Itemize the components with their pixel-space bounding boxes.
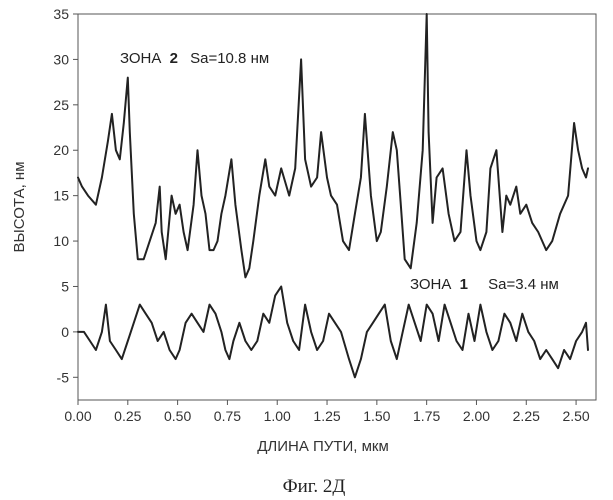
series-annotation-zone1-label: ЗОНА xyxy=(410,276,451,293)
y-tick-label: 5 xyxy=(61,278,69,294)
y-tick-label: 0 xyxy=(61,324,69,340)
y-tick-label: 15 xyxy=(53,188,69,204)
x-tick-label: 0.25 xyxy=(114,408,141,424)
x-tick-label: 2.50 xyxy=(562,408,589,424)
series-annotation-zone2-label: ЗОНА xyxy=(120,50,161,67)
series-line-zone1 xyxy=(78,287,588,378)
y-axis: -5 0 5 10 15 20 25 30 35 xyxy=(53,6,78,385)
series-annotation-zone2-sa: Sa=10.8 нм xyxy=(190,50,269,67)
x-tick-label: 0.00 xyxy=(64,408,91,424)
x-axis: 0.00 0.25 0.50 0.75 1.00 1.25 1.50 1.75 2.00 2.25… xyxy=(64,400,590,424)
y-axis-label: ВЫСОТА, нм xyxy=(11,161,28,252)
y-tick-label: 35 xyxy=(53,6,69,22)
y-tick-label: 20 xyxy=(53,142,69,158)
x-tick-label: 2.00 xyxy=(463,408,490,424)
y-tick-label: -5 xyxy=(57,369,70,385)
y-tick-label: 30 xyxy=(53,51,69,67)
figure-caption: Фиг. 2Д xyxy=(283,476,346,497)
x-tick-label: 1.75 xyxy=(413,408,440,424)
x-tick-label: 0.75 xyxy=(214,408,241,424)
figure: -5 0 5 10 15 20 25 30 35 0.00 0.25 0.50 0.75 1.00 1.2… xyxy=(0,0,613,500)
series-layer xyxy=(78,14,588,377)
x-tick-label: 1.00 xyxy=(264,408,291,424)
x-axis-label: ДЛИНА ПУТИ, мкм xyxy=(257,438,389,455)
x-tick-label: 0.50 xyxy=(164,408,191,424)
series-annotation-zone2-num: 2 xyxy=(170,50,178,67)
series-annotation-zone2: ЗОНА 2 Sa=10.8 нм xyxy=(120,50,269,67)
x-tick-label: 1.25 xyxy=(313,408,340,424)
series-annotation-zone1-num: 1 xyxy=(460,276,468,293)
x-tick-label: 1.50 xyxy=(363,408,390,424)
plot-area: -5 0 5 10 15 20 25 30 35 0.00 0.25 0.50 0.75 1.00 1.2… xyxy=(53,6,596,424)
y-tick-label: 25 xyxy=(53,97,69,113)
x-tick-label: 2.25 xyxy=(513,408,540,424)
series-annotation-zone1: ЗОНА 1 Sa=3.4 нм xyxy=(410,276,559,293)
series-annotation-zone1-sa: Sa=3.4 нм xyxy=(488,276,559,293)
y-tick-label: 10 xyxy=(53,233,69,249)
